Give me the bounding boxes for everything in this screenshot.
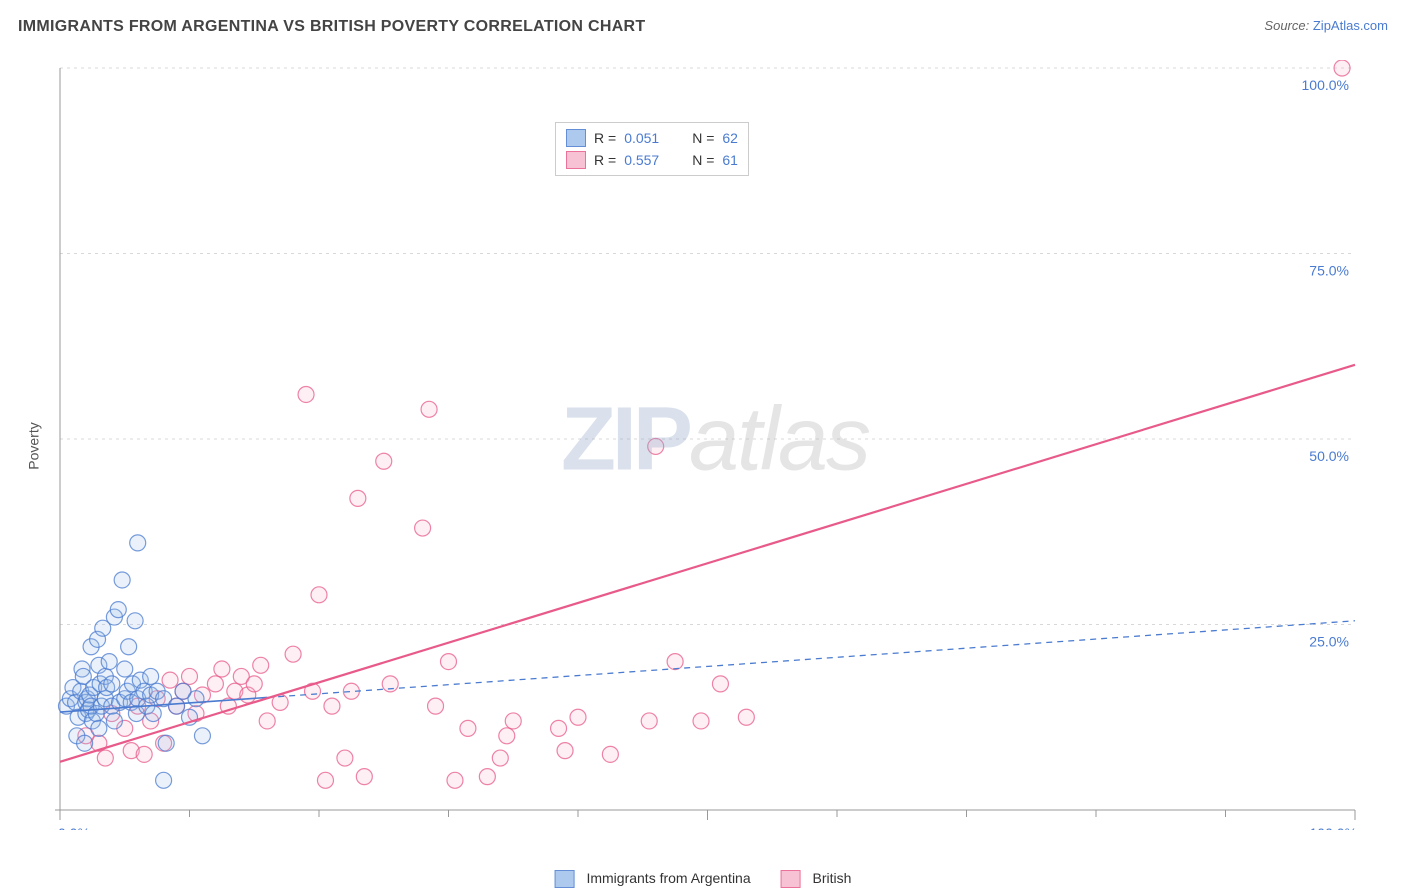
chart-title: IMMIGRANTS FROM ARGENTINA VS BRITISH POV…: [18, 18, 646, 35]
legend-item: Immigrants from Argentina: [555, 870, 751, 888]
legend-swatch-icon: [555, 870, 575, 888]
legend-swatch-icon: [566, 129, 586, 147]
legend-item: British: [781, 870, 852, 888]
y-axis-label: Poverty: [26, 422, 42, 469]
svg-text:0.0%: 0.0%: [58, 825, 90, 830]
legend-row-series-a: R = 0.051 N = 62: [566, 127, 738, 149]
correlation-legend: R = 0.051 N = 62 R = 0.557 N = 61: [555, 122, 749, 176]
svg-text:100.0%: 100.0%: [1302, 77, 1349, 93]
scatter-plot: 25.0%50.0%75.0%100.0%0.0%100.0% ZIPatlas…: [50, 60, 1380, 830]
source-attribution: Source: ZipAtlas.com: [1264, 18, 1388, 33]
legend-swatch-icon: [566, 151, 586, 169]
svg-text:25.0%: 25.0%: [1309, 634, 1349, 650]
svg-text:50.0%: 50.0%: [1309, 448, 1349, 464]
svg-text:75.0%: 75.0%: [1309, 263, 1349, 279]
series-legend: Immigrants from Argentina British: [555, 870, 852, 888]
legend-row-series-b: R = 0.557 N = 61: [566, 149, 738, 171]
legend-swatch-icon: [781, 870, 801, 888]
svg-text:100.0%: 100.0%: [1310, 825, 1357, 830]
